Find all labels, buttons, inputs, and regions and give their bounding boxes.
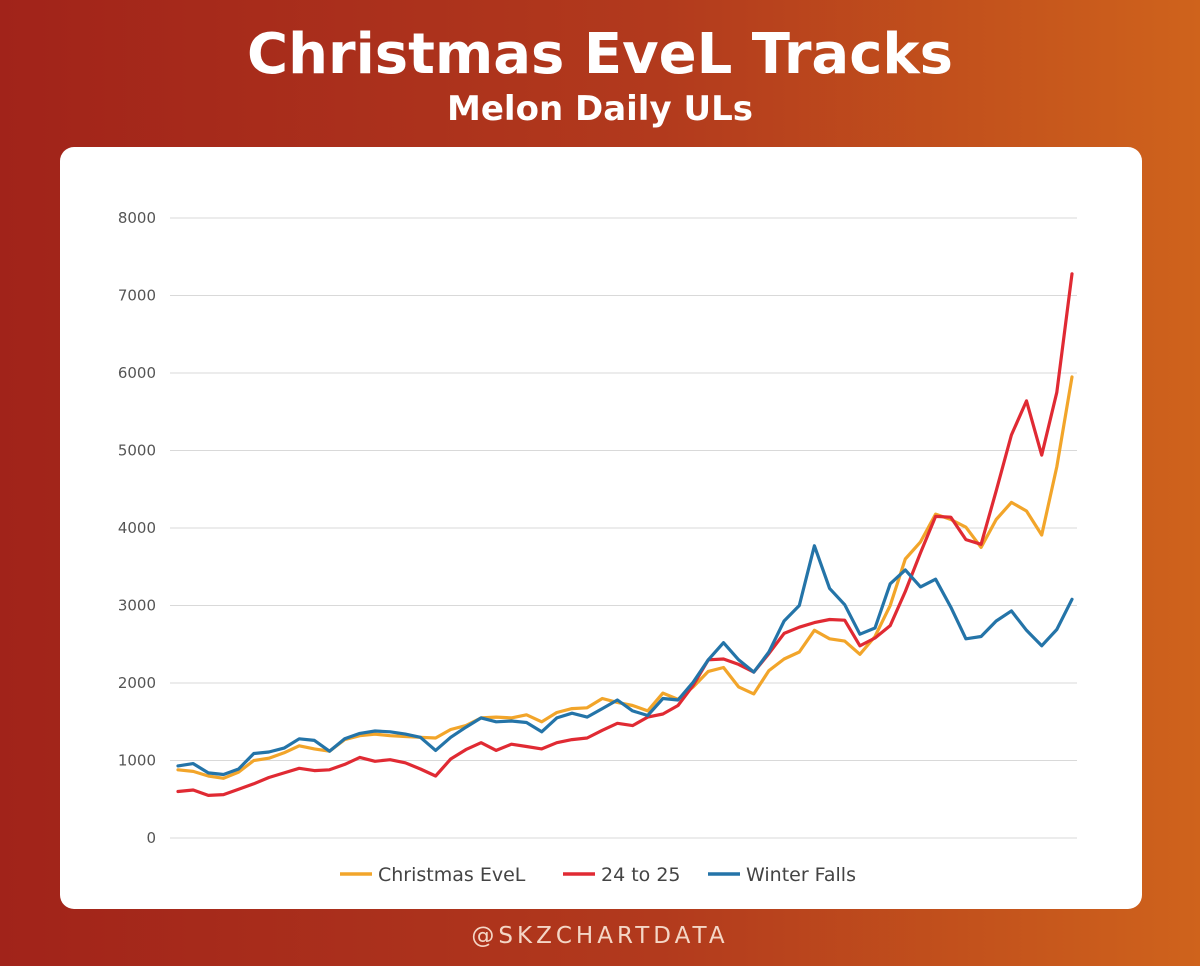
y-tick-label: 7000: [118, 287, 156, 305]
chart-title: Christmas EveL Tracks: [247, 22, 953, 87]
footer-credit: @SKZCHARTDATA: [471, 923, 729, 949]
y-tick-label: 6000: [118, 364, 156, 382]
y-tick-label: 0: [146, 829, 156, 847]
series-line-winter-falls: [176, 544, 1074, 777]
legend-label: 24 to 25: [601, 864, 681, 886]
y-tick-label: 4000: [118, 519, 156, 537]
y-tick-label: 8000: [118, 209, 156, 227]
y-axis-ticks: 0 1000 2000 3000 4000 5000 6000 7000 8000: [118, 209, 156, 847]
series-line-christmas-evel: [176, 375, 1074, 780]
legend-label: Winter Falls: [746, 864, 856, 886]
series-lines: [176, 272, 1074, 798]
legend: Christmas EveL 24 to 25 Winter Falls: [340, 864, 856, 886]
y-tick-label: 5000: [118, 442, 156, 460]
y-tick-label: 2000: [118, 674, 156, 692]
chart-card: 0 1000 2000 3000 4000 5000 6000 7000 8000 Christ…: [60, 147, 1142, 909]
chart-subtitle: Melon Daily ULs: [447, 89, 753, 129]
series-line-24-to-25: [176, 272, 1074, 798]
y-tick-label: 3000: [118, 597, 156, 615]
gridlines: [170, 217, 1077, 839]
line-chart: 0 1000 2000 3000 4000 5000 6000 7000 8000 Christ…: [118, 209, 1077, 886]
y-tick-label: 1000: [118, 752, 156, 770]
legend-label: Christmas EveL: [378, 864, 526, 886]
